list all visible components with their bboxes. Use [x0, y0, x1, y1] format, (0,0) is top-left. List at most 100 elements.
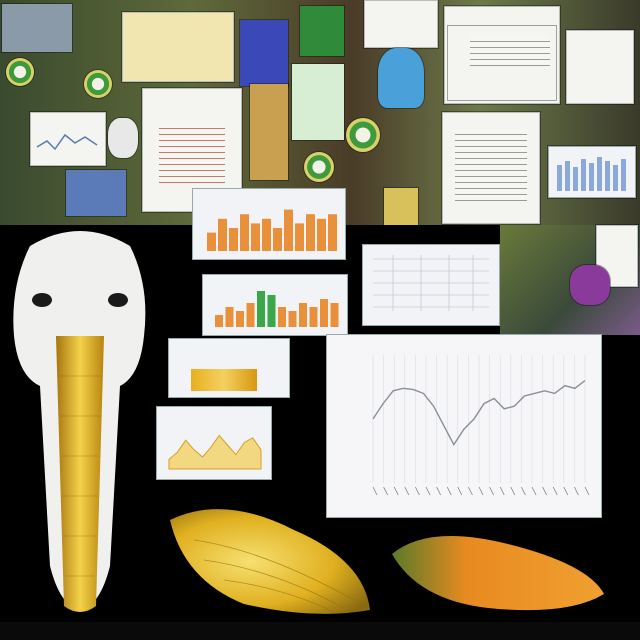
mini-line-chart [36, 133, 98, 151]
bar [278, 307, 286, 327]
chart-thumb [448, 26, 556, 100]
badge-emblem-icon [346, 118, 380, 152]
golden-conch-icon [56, 336, 104, 612]
x-tick [584, 486, 590, 496]
bar [246, 303, 255, 327]
orange-pod-art [392, 536, 604, 611]
x-tick [425, 486, 431, 496]
x-tick [393, 486, 399, 496]
x-tick [510, 486, 516, 496]
bar [299, 303, 307, 327]
bar [320, 299, 328, 327]
chart-thumb [548, 146, 636, 198]
skull-figure-icon [10, 226, 150, 620]
grid-table-thumb [362, 244, 500, 326]
x-tick [446, 486, 452, 496]
x-tick [521, 486, 526, 496]
x-tick [552, 486, 558, 496]
bar [225, 307, 234, 327]
x-tick [436, 486, 441, 496]
poster-tile [250, 84, 288, 180]
x-tick [415, 486, 420, 496]
bar [215, 315, 223, 327]
bottom-strip [0, 622, 640, 640]
figure-tile [570, 265, 610, 305]
x-tick [457, 486, 463, 496]
text-lines [159, 123, 225, 183]
bar-chart-panel-2 [202, 274, 348, 336]
bar [251, 223, 260, 251]
skull-figure-art [13, 231, 146, 612]
eye-left [32, 293, 52, 307]
bar [273, 228, 282, 251]
x-tick [468, 486, 473, 496]
x-tick [489, 486, 494, 496]
bar [284, 209, 293, 251]
photo-tile [384, 188, 418, 228]
bar [262, 218, 271, 251]
bar [240, 214, 249, 251]
x-tick [478, 486, 484, 496]
poster-tile [292, 64, 344, 140]
golden-shell-icon [164, 500, 376, 622]
bar-series-2 [215, 291, 339, 327]
document-sheet-icon [364, 0, 438, 48]
badge-emblem-icon [84, 70, 112, 98]
bar [330, 303, 339, 327]
bar [288, 311, 297, 327]
bar [306, 214, 315, 251]
document-sheet-icon [122, 12, 234, 82]
area-chart-panel [156, 406, 272, 480]
document-sheet-icon [566, 30, 634, 104]
line-chart [372, 355, 590, 496]
bar [295, 223, 304, 251]
collage-top-band [0, 0, 640, 228]
bar-chart-1 [207, 209, 337, 251]
book-cover [240, 20, 288, 86]
badge-tile [300, 6, 344, 56]
bar [267, 295, 276, 327]
orange-pod-icon [388, 524, 608, 620]
bar [229, 228, 238, 251]
bar [236, 311, 244, 327]
x-tick-marks [372, 486, 590, 496]
x-tick [404, 486, 410, 496]
grid-table [373, 255, 489, 311]
gold-fill [191, 369, 257, 391]
x-tick [563, 486, 569, 496]
photo-tile [2, 4, 72, 52]
mini-bar-chart [557, 157, 626, 191]
x-tick [383, 486, 388, 496]
area-chart [168, 434, 262, 470]
photo-tile [66, 170, 126, 216]
bar [218, 218, 227, 251]
bar [317, 218, 326, 251]
badge-emblem-icon [304, 152, 334, 182]
text-lines [470, 36, 550, 66]
bar-series-1 [207, 209, 337, 251]
area-series [168, 434, 262, 470]
line-series [372, 380, 586, 446]
bar [207, 232, 216, 251]
line-chart-panel [326, 334, 602, 518]
eye-right [108, 293, 128, 307]
bar [257, 291, 265, 327]
figure-tile [378, 48, 424, 108]
text-lines [455, 129, 527, 201]
line-chart-grid [372, 355, 586, 483]
x-tick [542, 486, 547, 496]
bar-chart-panel-1 [192, 188, 346, 260]
bar [328, 214, 337, 251]
x-tick [531, 486, 537, 496]
gold-bar-thumb [168, 338, 290, 398]
x-tick [372, 486, 378, 496]
bar [309, 307, 318, 327]
x-tick [499, 486, 505, 496]
golden-shell-art [170, 509, 370, 614]
bar-chart-2 [215, 291, 339, 327]
x-tick [574, 486, 579, 496]
collage-right-tiles [500, 225, 640, 335]
chart-thumb [30, 112, 106, 166]
skull-figure-icon [108, 118, 138, 158]
document-sheet-icon [442, 112, 540, 224]
